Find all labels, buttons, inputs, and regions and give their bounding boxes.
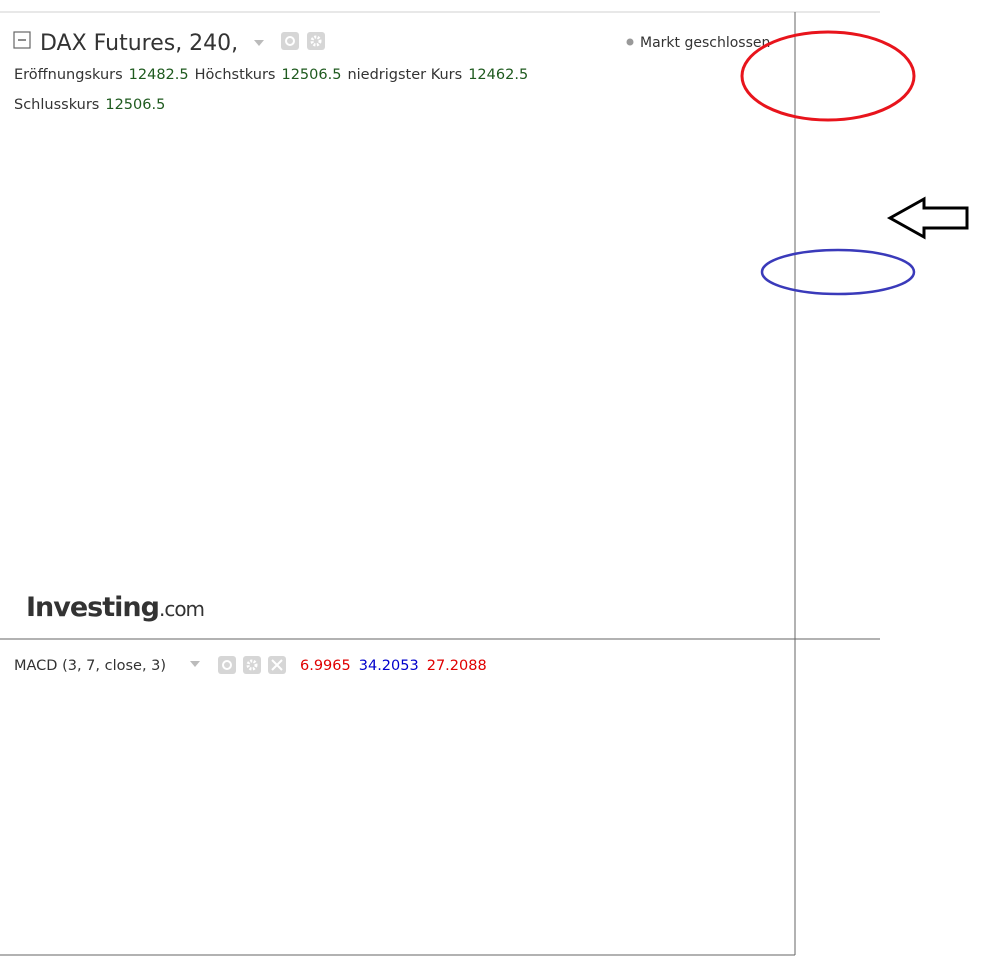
title-dropdown[interactable] [254, 40, 264, 46]
red-ellipse-annotation [740, 30, 916, 122]
high-value: 12506.5 [281, 67, 341, 83]
macd-title: MACD (3, 7, close, 3) [14, 658, 166, 674]
close-value: 12506.5 [105, 97, 165, 113]
watermark-domain: .com [159, 597, 204, 621]
macd-values: 6.9965 34.2053 27.2088 [300, 658, 487, 674]
high-label: Höchstkurs [195, 67, 276, 83]
blue-ellipse-annotation [760, 248, 916, 296]
macd-visibility-icon[interactable] [218, 656, 236, 674]
ohlc-line: Eröffnungskurs 12482.5 Höchstkurs 12506.5 ni… [14, 67, 528, 83]
open-value: 12482.5 [129, 67, 189, 83]
market-status: Markt geschlossen [640, 35, 770, 51]
collapse-icon[interactable] [13, 31, 31, 49]
watermark: Investing.com [26, 592, 204, 623]
watermark-brand: Investing [26, 592, 159, 623]
macd-signal-value: 27.2088 [427, 658, 487, 674]
arrow-annotation [886, 196, 969, 240]
chart-title: DAX Futures, 240, [40, 31, 238, 56]
visibility-icon[interactable] [281, 32, 299, 50]
macd-line-value: 34.2053 [359, 658, 419, 674]
macd-settings-gear [246, 659, 258, 671]
low-label: niedrigster Kurs [347, 67, 462, 83]
open-label: Eröffnungskurs [14, 67, 123, 83]
close-label: Schlusskurs [14, 97, 99, 113]
visibility-icon-eye [285, 36, 295, 46]
macd-dropdown[interactable] [190, 661, 200, 667]
settings-icon-gear [310, 35, 322, 47]
status-dot [626, 38, 634, 46]
settings-icon[interactable] [307, 32, 325, 50]
macd-visibility-eye [222, 660, 232, 670]
close-line: Schlusskurs 12506.5 [14, 97, 165, 113]
macd-settings-icon[interactable] [243, 656, 261, 674]
macd-hist-value: 6.9965 [300, 658, 351, 674]
low-value: 12462.5 [468, 67, 528, 83]
macd-close-x [271, 659, 283, 671]
